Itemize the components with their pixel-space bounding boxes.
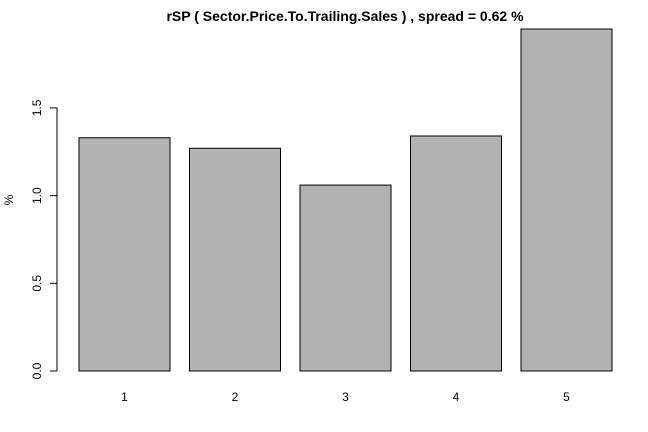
bar-1 [78,137,171,372]
bar-5 [520,28,613,372]
x-axis-labels: 1 2 3 4 5 [121,390,570,404]
y-axis-label: % [2,194,16,205]
x-tick-label-4: 4 [453,390,460,404]
bar-3 [299,184,392,372]
bar-2 [189,147,281,372]
x-tick-label-5: 5 [563,390,570,404]
y-axis: 0.0 0.5 1.0 1.5 [30,99,58,379]
x-tick-label-1: 1 [121,390,128,404]
y-tick-label-1.5: 1.5 [30,99,44,116]
y-tick-label-0.0: 0.0 [30,362,44,379]
bar-4 [410,135,502,372]
chart-title: rSP ( Sector.Price.To.Trailing.Sales ) ,… [166,8,524,24]
x-tick-label-3: 3 [342,390,349,404]
x-tick-label-2: 2 [232,390,239,404]
y-tick-label-0.5: 0.5 [30,275,44,292]
bars-group [78,28,613,372]
y-tick-label-1.0: 1.0 [30,187,44,204]
